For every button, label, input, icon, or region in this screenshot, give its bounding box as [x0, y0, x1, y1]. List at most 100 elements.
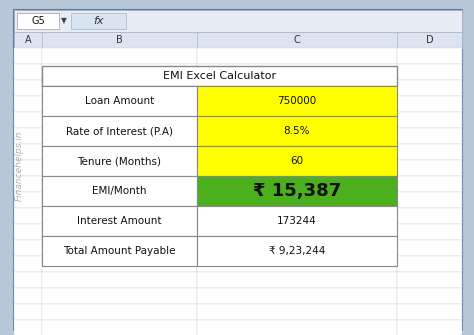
- Text: 750000: 750000: [277, 96, 317, 106]
- Bar: [197, 32, 397, 48]
- Bar: [397, 64, 462, 80]
- Bar: [42, 64, 197, 80]
- Bar: [14, 176, 42, 192]
- Bar: [42, 236, 197, 266]
- Bar: [197, 272, 397, 288]
- Bar: [14, 112, 42, 128]
- Bar: [397, 240, 462, 256]
- Bar: [42, 288, 197, 304]
- Bar: [42, 240, 197, 256]
- Text: Interest Amount: Interest Amount: [77, 216, 162, 226]
- Bar: [42, 256, 197, 272]
- Text: Rate of Interest (P.A): Rate of Interest (P.A): [66, 126, 173, 136]
- Text: EMI Excel Calculator: EMI Excel Calculator: [163, 71, 276, 81]
- Bar: [14, 144, 42, 160]
- Bar: [14, 192, 42, 208]
- Text: G5: G5: [31, 16, 45, 26]
- Bar: [14, 224, 42, 240]
- Bar: [397, 48, 462, 64]
- Bar: [197, 144, 397, 160]
- Text: ▼: ▼: [61, 16, 67, 25]
- Bar: [42, 192, 197, 208]
- Text: Tenure (Months): Tenure (Months): [78, 156, 162, 166]
- Bar: [42, 32, 197, 48]
- Bar: [42, 160, 197, 176]
- Bar: [42, 112, 197, 128]
- Bar: [14, 48, 42, 64]
- Bar: [197, 176, 397, 206]
- Bar: [42, 272, 197, 288]
- Bar: [42, 146, 197, 176]
- Bar: [197, 240, 397, 256]
- Bar: [197, 160, 397, 176]
- Text: 8.5%: 8.5%: [284, 126, 310, 136]
- Bar: [14, 288, 42, 304]
- Bar: [14, 128, 42, 144]
- Bar: [197, 116, 397, 146]
- Bar: [14, 256, 42, 272]
- Text: EMI/Month: EMI/Month: [92, 186, 147, 196]
- Bar: [197, 112, 397, 128]
- Bar: [14, 208, 42, 224]
- Bar: [197, 128, 397, 144]
- Bar: [14, 240, 42, 256]
- Bar: [14, 80, 42, 96]
- Bar: [42, 66, 397, 86]
- Bar: [397, 144, 462, 160]
- Bar: [197, 288, 397, 304]
- Bar: [14, 10, 462, 32]
- Bar: [397, 192, 462, 208]
- Bar: [397, 208, 462, 224]
- Bar: [397, 288, 462, 304]
- Bar: [197, 64, 397, 80]
- Bar: [197, 206, 397, 236]
- Text: ₹ 15,387: ₹ 15,387: [253, 182, 341, 200]
- Text: 173244: 173244: [277, 216, 317, 226]
- Bar: [14, 304, 42, 320]
- Text: ₹ 9,23,244: ₹ 9,23,244: [269, 246, 325, 256]
- Bar: [71, 13, 126, 29]
- Text: B: B: [116, 35, 123, 45]
- Bar: [197, 86, 397, 116]
- Text: A: A: [25, 35, 31, 45]
- Bar: [14, 64, 42, 80]
- Bar: [42, 176, 197, 192]
- Bar: [42, 86, 197, 116]
- Bar: [197, 192, 397, 208]
- Bar: [197, 320, 397, 335]
- Bar: [42, 304, 197, 320]
- Text: Loan Amount: Loan Amount: [85, 96, 154, 106]
- Text: D: D: [426, 35, 433, 45]
- Text: Total Amount Payable: Total Amount Payable: [63, 246, 176, 256]
- Bar: [197, 224, 397, 240]
- Bar: [397, 320, 462, 335]
- Bar: [397, 176, 462, 192]
- Bar: [42, 128, 197, 144]
- Bar: [197, 48, 397, 64]
- Bar: [42, 208, 197, 224]
- Bar: [197, 80, 397, 96]
- Bar: [42, 96, 197, 112]
- Bar: [14, 320, 42, 335]
- Bar: [14, 160, 42, 176]
- Text: fx: fx: [93, 16, 104, 26]
- Bar: [42, 48, 197, 64]
- Bar: [397, 80, 462, 96]
- Bar: [197, 96, 397, 112]
- Bar: [397, 112, 462, 128]
- Bar: [14, 272, 42, 288]
- Bar: [42, 320, 197, 335]
- Bar: [197, 208, 397, 224]
- Bar: [42, 224, 197, 240]
- Bar: [397, 224, 462, 240]
- Bar: [397, 304, 462, 320]
- Bar: [397, 272, 462, 288]
- Bar: [14, 96, 42, 112]
- Text: C: C: [293, 35, 301, 45]
- Bar: [42, 206, 197, 236]
- Bar: [397, 96, 462, 112]
- Bar: [17, 13, 59, 29]
- Bar: [197, 236, 397, 266]
- Bar: [14, 32, 42, 48]
- Bar: [397, 256, 462, 272]
